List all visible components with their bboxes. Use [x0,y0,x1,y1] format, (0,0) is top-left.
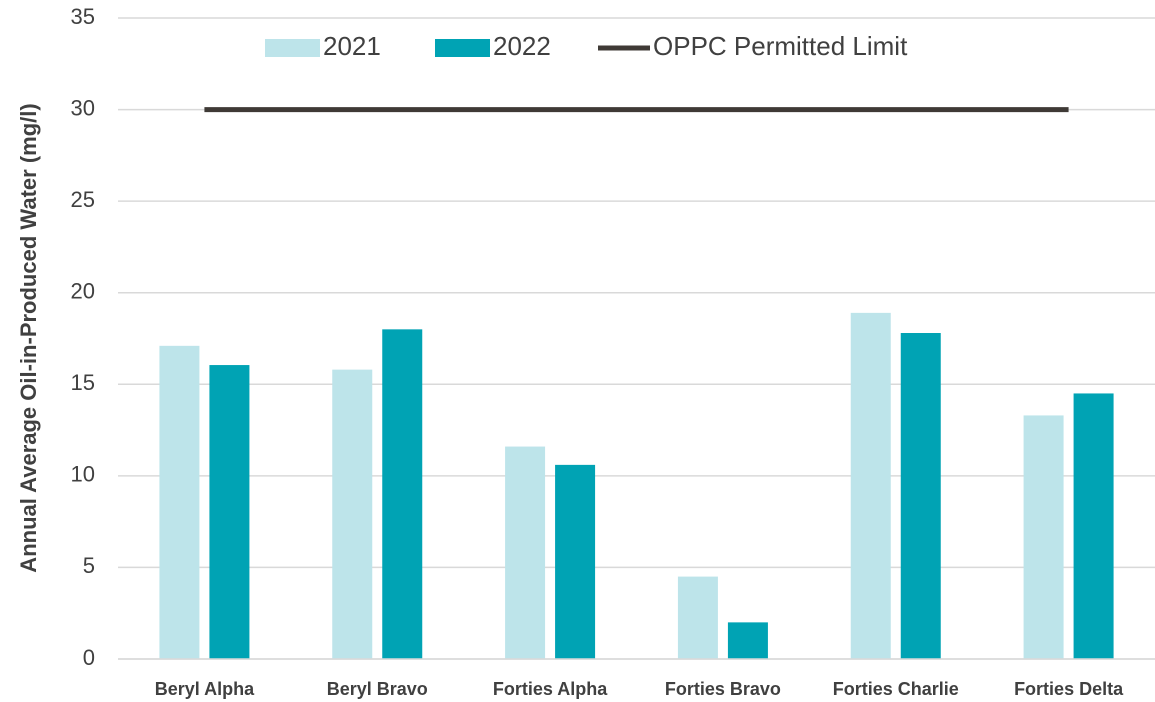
y-tick-label: 20 [71,279,95,304]
x-tick-label: Beryl Alpha [155,679,255,699]
x-tick-label: Forties Delta [1014,679,1124,699]
bar [555,464,596,659]
bar [159,345,200,659]
bar [209,365,250,659]
legend-label: 2022 [493,31,551,61]
y-tick-label: 10 [71,462,95,487]
legend-swatch [435,39,490,57]
legend-label: OPPC Permitted Limit [653,31,908,61]
y-axis-label: Annual Average Oil-in-Produced Water (mg… [16,103,41,572]
bar [850,312,891,659]
y-tick-label: 0 [83,645,95,670]
x-tick-label: Forties Bravo [665,679,781,699]
y-tick-label: 35 [71,4,95,29]
y-tick-label: 15 [71,370,95,395]
bar [677,576,718,659]
x-tick-label: Forties Charlie [833,679,959,699]
bar [900,333,941,659]
x-tick-label: Beryl Bravo [327,679,428,699]
y-tick-label: 5 [83,553,95,578]
y-tick-label: 30 [71,95,95,120]
bar [332,369,373,659]
legend-label: 2021 [323,31,381,61]
bar [382,329,423,659]
bar [727,622,768,659]
bar [505,446,546,659]
bar [1073,393,1114,659]
legend-swatch [265,39,320,57]
x-tick-label: Forties Alpha [493,679,608,699]
y-tick-label: 25 [71,187,95,212]
bar [1023,415,1064,659]
